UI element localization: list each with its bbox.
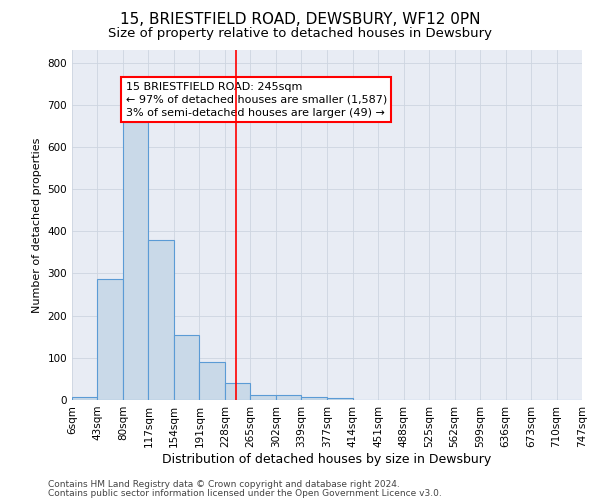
Text: 15, BRIESTFIELD ROAD, DEWSBURY, WF12 0PN: 15, BRIESTFIELD ROAD, DEWSBURY, WF12 0PN xyxy=(120,12,480,28)
Bar xyxy=(199,362,225,400)
Bar xyxy=(72,398,97,400)
Bar xyxy=(328,398,353,400)
Text: Size of property relative to detached houses in Dewsbury: Size of property relative to detached ho… xyxy=(108,28,492,40)
Bar xyxy=(225,383,250,400)
Text: Contains public sector information licensed under the Open Government Licence v3: Contains public sector information licen… xyxy=(48,488,442,498)
Bar xyxy=(276,395,301,400)
Y-axis label: Number of detached properties: Number of detached properties xyxy=(32,138,42,312)
Bar xyxy=(97,278,123,400)
Bar xyxy=(148,240,174,400)
Bar xyxy=(174,334,199,400)
Bar xyxy=(301,396,326,400)
Bar xyxy=(250,395,276,400)
Bar xyxy=(123,122,148,400)
Text: Contains HM Land Registry data © Crown copyright and database right 2024.: Contains HM Land Registry data © Crown c… xyxy=(48,480,400,489)
X-axis label: Distribution of detached houses by size in Dewsbury: Distribution of detached houses by size … xyxy=(163,452,491,466)
Text: 15 BRIESTFIELD ROAD: 245sqm
← 97% of detached houses are smaller (1,587)
3% of s: 15 BRIESTFIELD ROAD: 245sqm ← 97% of det… xyxy=(125,82,387,118)
